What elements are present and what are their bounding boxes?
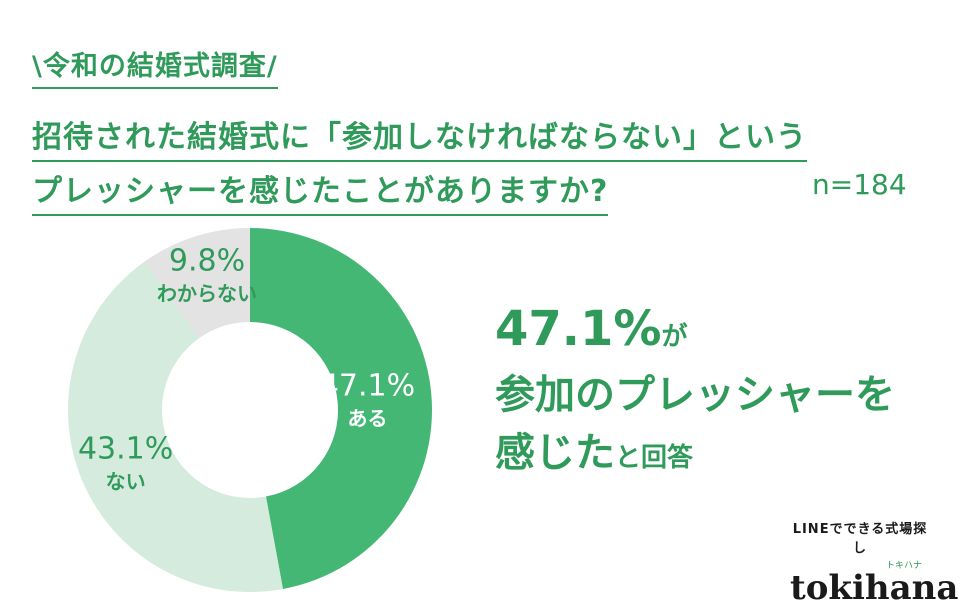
slice-category-label: ある [348,406,388,430]
result-suffix: が [661,322,688,352]
slice-category-label: わからない [157,282,257,306]
slice-category-label: ない [106,469,146,493]
brand-tagline: LINEでできる式場探し [792,522,928,556]
brand-block: LINEでできる式場探し トキハナ tokihana [790,518,959,608]
result-line-3-main: 感じた [495,430,615,476]
result-line-3: 感じたと回答 [495,424,895,487]
survey-tag: \令和の結婚式調査/ [32,44,278,89]
donut-slice [67,261,283,592]
result-line-1: 47.1%が [495,300,895,366]
donut-slice [250,228,432,589]
donut-slice [144,228,250,339]
slice-percentage-label: 43.1% [78,431,173,466]
question-line-1: 招待された結婚式に「参加しなければならない」という [32,112,807,162]
result-percentage: 47.1% [495,301,662,357]
result-line-2: 参加のプレッシャーを [495,372,895,418]
slice-percentage-label: 9.8% [169,244,245,279]
brand-kana: トキハナ [885,561,922,571]
result-line-3-suffix: と回答 [615,443,694,473]
slice-percentage-label: 47.1% [320,368,415,403]
sample-size: n=184 [812,168,907,201]
brand-logo: tokihana [790,568,959,608]
donut-chart: 47.1% ある 43.1% ない 9.8% わからない [67,228,432,592]
question-line-2: プレッシャーを感じたことがありますか? [32,166,609,216]
result-summary: 47.1%が 参加のプレッシャーを 感じたと回答 [495,300,895,487]
